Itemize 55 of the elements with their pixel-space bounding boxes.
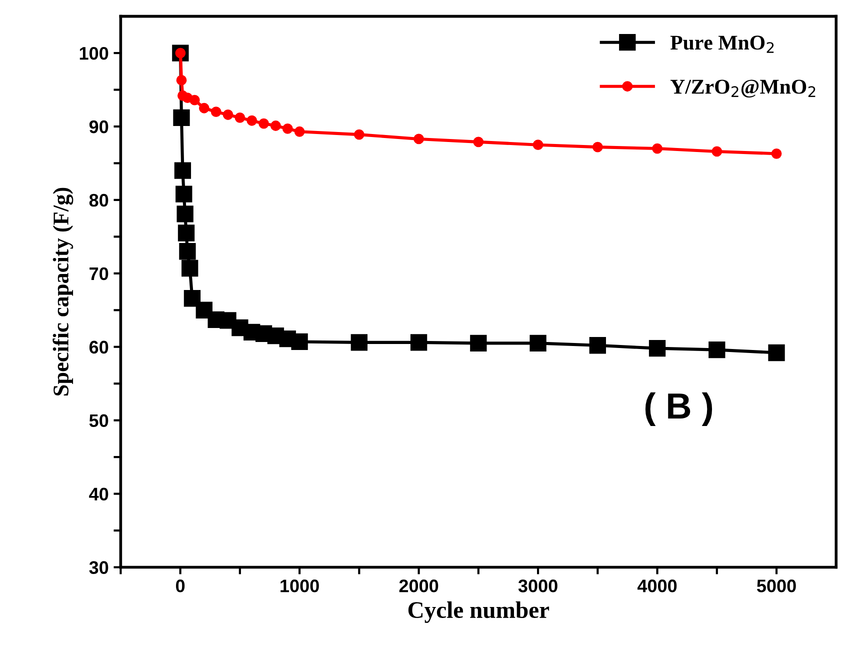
x-tick-label: 0 [176, 580, 185, 592]
point [173, 109, 190, 126]
point [176, 186, 192, 202]
y-tick-label: 70 [90, 267, 108, 280]
point [291, 333, 308, 350]
point [294, 126, 305, 137]
point [222, 110, 234, 120]
y-tick-label: 60 [89, 340, 108, 354]
y-tick-label: 90 [89, 120, 108, 134]
point [532, 140, 544, 150]
x-tick-label: 1000 [280, 580, 319, 592]
y-tick-label: 80 [89, 194, 108, 207]
point [712, 146, 722, 157]
point [178, 224, 195, 242]
x-tick-label: 2000 [399, 580, 438, 592]
point [174, 162, 192, 179]
y-axis-title: Specific capacity (F/g) [52, 188, 74, 396]
point [592, 142, 603, 152]
point [410, 334, 428, 351]
point [414, 134, 424, 144]
point [189, 94, 200, 106]
point [771, 148, 782, 159]
point [184, 290, 201, 307]
point [270, 120, 281, 131]
legend-label: Y/ZrO$_{2}$@MnO$_{2}$ [670, 80, 816, 98]
point [354, 129, 364, 140]
point [282, 123, 293, 134]
legend-label: Pure MnO$_{2}$ [670, 36, 774, 53]
point [589, 337, 606, 354]
point [708, 341, 726, 358]
point [176, 75, 187, 86]
point [652, 143, 662, 154]
point [179, 243, 196, 260]
point [768, 344, 785, 362]
point [234, 112, 246, 123]
y-tick-label: 50 [89, 414, 108, 428]
y-tick-label: 40 [89, 488, 108, 500]
point [258, 118, 269, 129]
point [210, 106, 222, 118]
y-tick-label: 30 [89, 561, 108, 574]
point [530, 334, 546, 352]
point [182, 260, 198, 277]
annotation: ( B ) [645, 392, 712, 426]
x-tick-label: 3000 [518, 580, 558, 592]
point [648, 340, 666, 357]
point [246, 115, 258, 126]
x-axis-title: Cycle number [408, 601, 550, 623]
x-tick-label: 4000 [637, 580, 677, 592]
y-tick-label: 100 [80, 46, 108, 60]
point [470, 334, 487, 352]
point [176, 206, 194, 222]
point [350, 334, 368, 351]
point [198, 102, 210, 114]
x-tick-label: 5000 [756, 580, 796, 592]
point [473, 136, 484, 148]
